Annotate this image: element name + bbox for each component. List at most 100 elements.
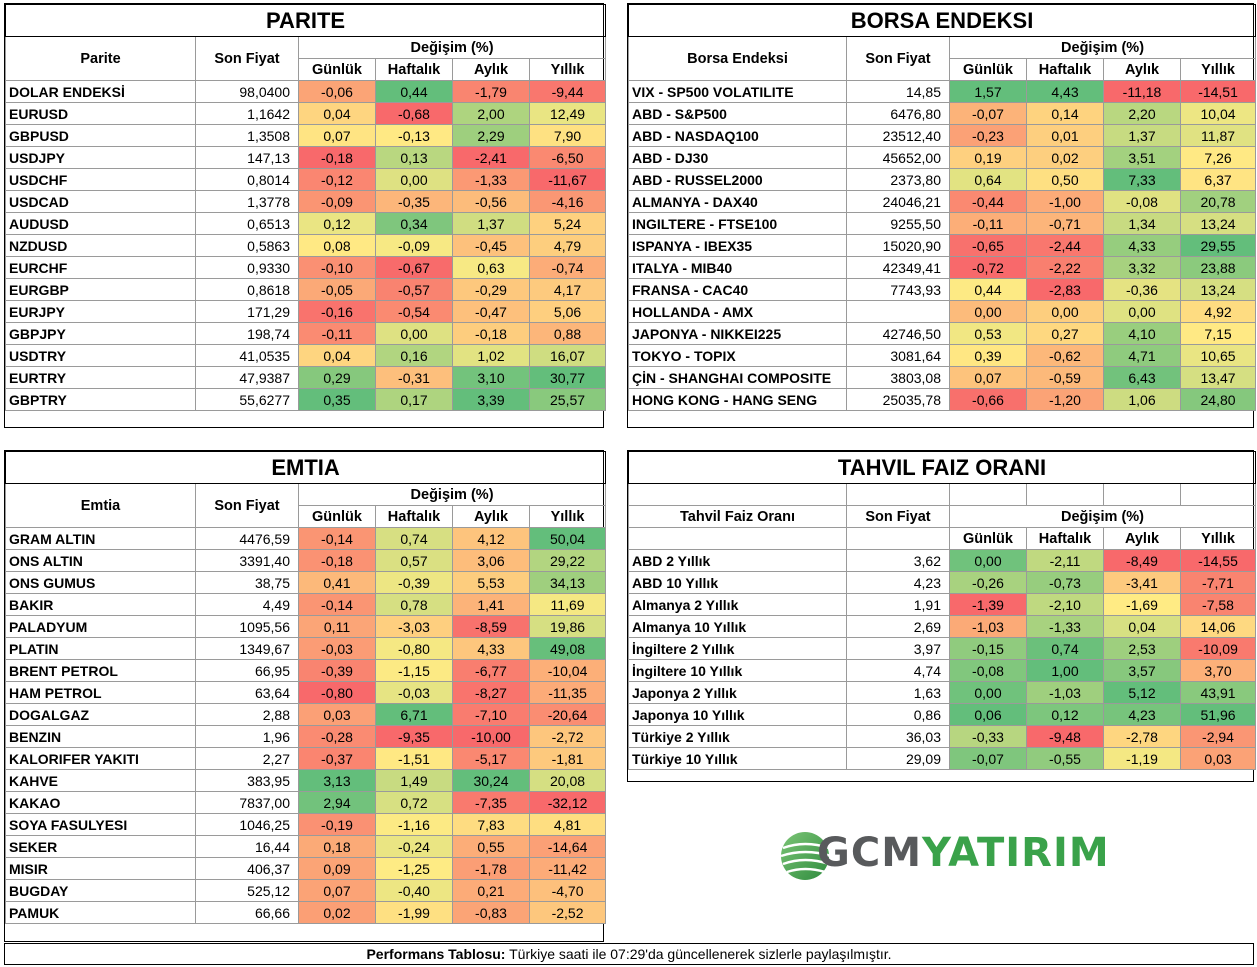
row-change-y: 16,07	[528, 344, 607, 367]
row-change-d: 0,00	[949, 300, 1027, 323]
row-change-m: 3,10	[452, 366, 530, 389]
row-change-d: 1,57	[949, 80, 1027, 103]
row-change-y: -11,35	[528, 681, 607, 704]
table-row: INGILTERE - FTSE100 9255,50 -0,11 -0,71 1,34…	[628, 212, 1257, 235]
row-change-d: -0,72	[949, 256, 1027, 279]
row-change-m: -10,00	[452, 725, 530, 748]
row-change-d: -0,08	[949, 659, 1027, 682]
row-change-m: 5,12	[1103, 681, 1181, 704]
footer-bold: Performans Tablosu:	[366, 946, 506, 962]
row-change-m: 3,06	[452, 549, 530, 572]
emtia-body: GRAM ALTIN 4476,59 -0,14 0,74 4,12 50,04 ONS A…	[5, 527, 607, 924]
row-change-m: 3,32	[1103, 256, 1181, 279]
table-row: EURGBP 0,8618 -0,05 -0,57 -0,29 4,17	[5, 278, 607, 301]
col-change-group: Değişim (%)	[297, 36, 607, 59]
row-change-y: -6,50	[528, 146, 607, 169]
table-row: İngiltere 10 Yıllık 4,74 -0,08 1,00 3,57 3,70	[628, 659, 1257, 682]
row-name: KAHVE	[5, 769, 196, 792]
col-yearly: Yıllık	[1179, 58, 1257, 81]
row-change-m: -2,41	[452, 146, 530, 169]
row-change-w: 0,74	[375, 527, 453, 550]
row-name: ALMANYA - DAX40	[628, 190, 847, 213]
col-monthly: Aylık	[452, 58, 530, 81]
row-name: ABD - RUSSEL2000	[628, 168, 847, 191]
row-change-y: 13,47	[1179, 366, 1257, 389]
row-name: İngiltere 2 Yıllık	[628, 637, 847, 660]
row-change-w: 0,02	[1026, 146, 1104, 169]
row-change-m: 2,53	[1103, 637, 1181, 660]
row-name: EURTRY	[5, 366, 196, 389]
row-change-y: 43,91	[1179, 681, 1257, 704]
row-name: PALADYUM	[5, 615, 196, 638]
table-row: FRANSA - CAC40 7743,93 0,44 -2,83 -0,36 13,24	[628, 278, 1257, 301]
row-change-d: -1,39	[949, 593, 1027, 616]
table-row: USDCHF 0,8014 -0,12 0,00 -1,33 -11,67	[5, 168, 607, 191]
row-change-w: 0,27	[1026, 322, 1104, 345]
row-price: 25035,78	[846, 388, 950, 411]
row-name: ABD - DJ30	[628, 146, 847, 169]
table-row: ABD 2 Yıllık 3,62 0,00 -2,11 -8,49 -14,55	[628, 549, 1257, 572]
row-change-y: 10,04	[1179, 102, 1257, 125]
row-change-w: -1,33	[1026, 615, 1104, 638]
table-row: EURUSD 1,1642 0,04 -0,68 2,00 12,49	[5, 102, 607, 125]
table-row: AUDUSD 0,6513 0,12 0,34 1,37 5,24	[5, 212, 607, 235]
row-change-d: 0,35	[298, 388, 376, 411]
row-change-y: 23,88	[1179, 256, 1257, 279]
row-change-y: 29,22	[528, 549, 607, 572]
row-name: NZDUSD	[5, 234, 196, 257]
col-price: Son Fiyat	[846, 36, 950, 81]
row-change-y: -2,72	[528, 725, 607, 748]
row-change-d: 3,13	[298, 769, 376, 792]
row-price: 2,69	[846, 615, 950, 638]
row-change-m: 4,71	[1103, 344, 1181, 367]
row-name: VIX - SP500 VOLATILITE	[628, 80, 847, 103]
row-change-d: -0,80	[298, 681, 376, 704]
tahvil-table: TAHVIL FAIZ ORANI Tahvil Faiz Oranı Son …	[627, 451, 1257, 770]
row-change-d: 0,39	[949, 344, 1027, 367]
row-change-y: 5,06	[528, 300, 607, 323]
row-change-d: -0,07	[949, 747, 1027, 770]
row-name: DOLAR ENDEKSİ	[5, 80, 196, 103]
table-row: EURCHF 0,9330 -0,10 -0,67 0,63 -0,74	[5, 256, 607, 279]
table-row: GRAM ALTIN 4476,59 -0,14 0,74 4,12 50,04	[5, 527, 607, 550]
row-change-d: -0,06	[298, 80, 376, 103]
row-change-w: -1,00	[1026, 190, 1104, 213]
row-change-m: -1,78	[452, 857, 530, 880]
row-change-w: 0,14	[1026, 102, 1104, 125]
row-change-d: -0,26	[949, 571, 1027, 594]
row-price: 42746,50	[846, 322, 950, 345]
table-row: GBPTRY 55,6277 0,35 0,17 3,39 25,57	[5, 388, 607, 411]
row-change-y: 4,92	[1179, 300, 1257, 323]
row-price: 4,23	[846, 571, 950, 594]
table-row: ONS ALTIN 3391,40 -0,18 0,57 3,06 29,22	[5, 549, 607, 572]
row-change-y: 19,86	[528, 615, 607, 638]
row-name: ONS GUMUS	[5, 571, 196, 594]
row-change-m: -0,08	[1103, 190, 1181, 213]
row-change-d: 0,00	[949, 549, 1027, 572]
row-price: 383,95	[195, 769, 299, 792]
row-change-d: -0,18	[298, 146, 376, 169]
logo-gcm: GCM	[817, 830, 922, 876]
row-change-m: -0,29	[452, 278, 530, 301]
table-row: ONS GUMUS 38,75 0,41 -0,39 5,53 34,13	[5, 571, 607, 594]
logo-yatirim: YATIRIM	[922, 830, 1110, 876]
row-change-d: 0,29	[298, 366, 376, 389]
row-name: BUGDAY	[5, 879, 196, 902]
table-row: PLATIN 1349,67 -0,03 -0,80 4,33 49,08	[5, 637, 607, 660]
row-change-y: 3,70	[1179, 659, 1257, 682]
row-price: 0,5863	[195, 234, 299, 257]
table-row: Türkiye 10 Yıllık 29,09 -0,07 -0,55 -1,19 0,0…	[628, 747, 1257, 770]
row-change-y: -2,94	[1179, 725, 1257, 748]
row-change-y: 11,69	[528, 593, 607, 616]
row-change-y: 4,79	[528, 234, 607, 257]
row-change-y: 12,49	[528, 102, 607, 125]
row-change-w: 0,01	[1026, 124, 1104, 147]
table-row: BRENT PETROL 66,95 -0,39 -1,15 -6,77 -10,04	[5, 659, 607, 682]
row-change-y: 49,08	[528, 637, 607, 660]
row-price: 4476,59	[195, 527, 299, 550]
table-row: MISIR 406,37 0,09 -1,25 -1,78 -11,42	[5, 857, 607, 880]
row-name: TOKYO - TOPIX	[628, 344, 847, 367]
row-change-y: -32,12	[528, 791, 607, 814]
row-change-m: 7,83	[452, 813, 530, 836]
col-price: Son Fiyat	[846, 505, 950, 528]
